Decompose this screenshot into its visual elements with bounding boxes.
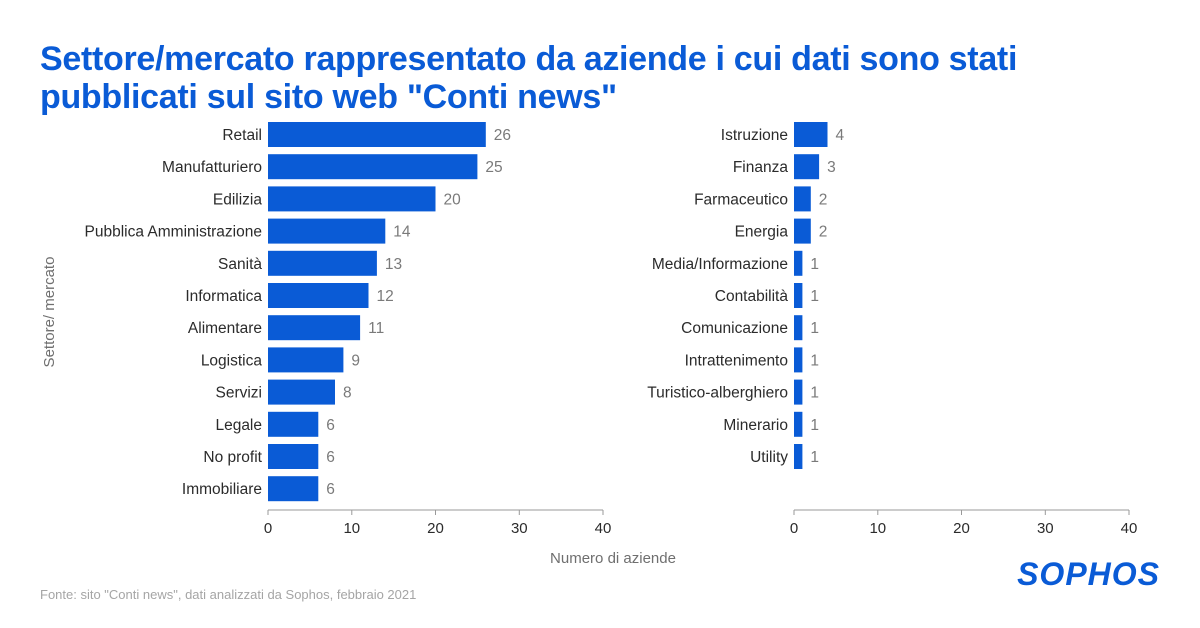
sophos-logo: SOPHOS bbox=[1017, 556, 1160, 592]
category-label: Informatica bbox=[185, 288, 262, 305]
category-label: Comunicazione bbox=[681, 320, 788, 337]
category-label: Utility bbox=[750, 449, 788, 466]
category-label: Legale bbox=[215, 417, 262, 434]
chart-panel-left: Retail 26 Manufatturiero 25 Edilizia 20 Pubbli… bbox=[85, 122, 612, 537]
bar bbox=[794, 154, 820, 180]
x-tick-label: 0 bbox=[264, 520, 272, 537]
bar bbox=[794, 218, 811, 244]
bar bbox=[794, 122, 828, 147]
bar bbox=[794, 186, 811, 212]
bar bbox=[268, 218, 386, 244]
category-label: Servizi bbox=[215, 385, 262, 402]
value-label: 1 bbox=[810, 288, 819, 305]
category-label: Finanza bbox=[733, 159, 789, 176]
bar bbox=[268, 315, 361, 341]
category-label: Immobiliare bbox=[182, 481, 262, 498]
category-label: Edilizia bbox=[213, 191, 262, 208]
value-label: 11 bbox=[368, 320, 384, 337]
value-label: 6 bbox=[326, 481, 335, 498]
bar bbox=[794, 379, 803, 405]
bar bbox=[794, 444, 803, 469]
value-label: 1 bbox=[810, 417, 819, 434]
bar bbox=[794, 250, 803, 276]
y-axis-title: Settore/ mercato bbox=[41, 257, 58, 368]
value-label: 4 bbox=[836, 127, 845, 144]
bar bbox=[268, 154, 478, 180]
x-axis-title: Numero di aziende bbox=[550, 550, 676, 567]
x-tick-label: 0 bbox=[790, 520, 798, 537]
category-label: Alimentare bbox=[188, 320, 262, 337]
category-label: Retail bbox=[222, 127, 262, 144]
value-label: 25 bbox=[485, 159, 502, 176]
value-label: 2 bbox=[819, 191, 828, 208]
value-label: 1 bbox=[810, 320, 819, 337]
x-tick-label: 40 bbox=[1121, 520, 1138, 537]
chart-panel-right: Istruzione 4 Finanza 3 Farmaceutico 2 Energia 2… bbox=[647, 122, 1137, 537]
category-label: No profit bbox=[203, 449, 262, 466]
bar bbox=[268, 283, 369, 308]
bar bbox=[268, 444, 319, 469]
value-label: 26 bbox=[494, 127, 511, 144]
value-label: 6 bbox=[326, 449, 335, 466]
category-label: Minerario bbox=[723, 417, 788, 434]
x-tick-label: 30 bbox=[1037, 520, 1054, 537]
bar bbox=[794, 411, 803, 437]
bar bbox=[268, 122, 486, 147]
value-label: 1 bbox=[810, 385, 819, 402]
value-label: 8 bbox=[343, 385, 352, 402]
bar bbox=[268, 347, 344, 373]
category-label: Manufatturiero bbox=[162, 159, 262, 176]
bar bbox=[268, 476, 319, 502]
source-note: Fonte: sito "Conti news", dati analizzat… bbox=[40, 587, 417, 602]
value-label: 6 bbox=[326, 417, 335, 434]
value-label: 1 bbox=[810, 352, 819, 369]
bar bbox=[794, 315, 803, 341]
value-label: 1 bbox=[810, 256, 819, 273]
value-label: 9 bbox=[351, 352, 360, 369]
x-tick-label: 10 bbox=[869, 520, 886, 537]
bar bbox=[794, 347, 803, 373]
x-tick-label: 30 bbox=[511, 520, 528, 537]
category-label: Farmaceutico bbox=[694, 191, 788, 208]
value-label: 12 bbox=[377, 288, 394, 305]
value-label: 13 bbox=[385, 256, 402, 273]
value-label: 2 bbox=[819, 224, 828, 241]
value-label: 1 bbox=[810, 449, 819, 466]
bar bbox=[268, 411, 319, 437]
category-label: Istruzione bbox=[721, 127, 788, 144]
category-label: Sanità bbox=[218, 256, 262, 273]
value-label: 3 bbox=[827, 159, 836, 176]
bar bbox=[794, 283, 803, 308]
category-label: Pubblica Amministrazione bbox=[85, 224, 262, 241]
x-tick-label: 40 bbox=[595, 520, 612, 537]
category-label: Intrattenimento bbox=[685, 352, 788, 369]
chart-title: Settore/mercato rappresentato da aziende… bbox=[40, 40, 1018, 116]
value-label: 20 bbox=[444, 191, 462, 208]
category-label: Media/Informazione bbox=[652, 256, 788, 273]
value-label: 14 bbox=[393, 224, 411, 241]
x-tick-label: 20 bbox=[953, 520, 970, 537]
bar bbox=[268, 379, 335, 405]
bar bbox=[268, 186, 436, 212]
category-label: Logistica bbox=[201, 352, 263, 369]
category-label: Energia bbox=[735, 224, 789, 241]
x-tick-label: 10 bbox=[343, 520, 360, 537]
x-tick-label: 20 bbox=[427, 520, 444, 537]
category-label: Turistico-alberghiero bbox=[647, 385, 788, 402]
category-label: Contabilità bbox=[715, 288, 789, 305]
bar bbox=[268, 250, 377, 276]
